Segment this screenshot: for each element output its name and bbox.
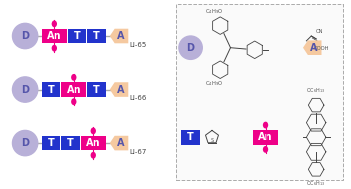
Text: T: T [93, 84, 100, 94]
Polygon shape [303, 40, 322, 55]
Text: OC$_6$H$_{13}$: OC$_6$H$_{13}$ [306, 87, 326, 95]
Bar [87, 82, 106, 97]
Text: C$_4$H$_9$O: C$_4$H$_9$O [205, 7, 224, 16]
Text: S: S [211, 138, 213, 143]
Bar [81, 136, 106, 150]
Text: D: D [21, 31, 29, 41]
Circle shape [13, 77, 38, 102]
Text: T: T [187, 132, 194, 142]
Text: LI-67: LI-67 [129, 149, 147, 155]
Ellipse shape [71, 74, 77, 81]
Text: T: T [47, 84, 54, 94]
Text: T: T [74, 31, 81, 41]
Text: LI-65: LI-65 [129, 42, 146, 48]
Bar [61, 136, 80, 150]
Text: COOH: COOH [314, 46, 330, 51]
Polygon shape [110, 136, 128, 150]
Ellipse shape [91, 128, 96, 134]
Ellipse shape [263, 122, 268, 129]
Text: A: A [310, 43, 318, 53]
Text: T: T [67, 138, 74, 148]
Text: An: An [258, 132, 273, 142]
Ellipse shape [91, 152, 96, 159]
Text: A: A [117, 31, 124, 41]
FancyBboxPatch shape [176, 4, 343, 180]
Polygon shape [110, 82, 128, 97]
Bar [87, 29, 106, 43]
Text: OC$_6$H$_{13}$: OC$_6$H$_{13}$ [306, 179, 326, 188]
Bar [61, 82, 86, 97]
Text: A: A [117, 84, 124, 94]
Text: D: D [187, 43, 194, 53]
Bar [42, 82, 60, 97]
Ellipse shape [71, 98, 77, 105]
Text: D: D [21, 138, 29, 148]
Bar [181, 130, 200, 145]
Circle shape [13, 130, 38, 156]
Text: T: T [93, 31, 100, 41]
Bar [42, 136, 60, 150]
Bar [68, 29, 86, 43]
Text: An: An [47, 31, 61, 41]
Text: A: A [117, 138, 124, 148]
Text: An: An [86, 138, 100, 148]
Text: T: T [47, 138, 54, 148]
Ellipse shape [263, 146, 268, 153]
Polygon shape [110, 29, 128, 43]
Text: An: An [67, 84, 81, 94]
Text: LI-66: LI-66 [129, 95, 147, 101]
Text: CN: CN [316, 29, 324, 34]
Text: C$_4$H$_9$O: C$_4$H$_9$O [205, 80, 224, 88]
Circle shape [13, 23, 38, 49]
Ellipse shape [52, 20, 57, 27]
Ellipse shape [52, 45, 57, 52]
Text: D: D [21, 84, 29, 94]
Bar [42, 29, 67, 43]
Circle shape [179, 36, 202, 59]
Bar [253, 130, 278, 145]
